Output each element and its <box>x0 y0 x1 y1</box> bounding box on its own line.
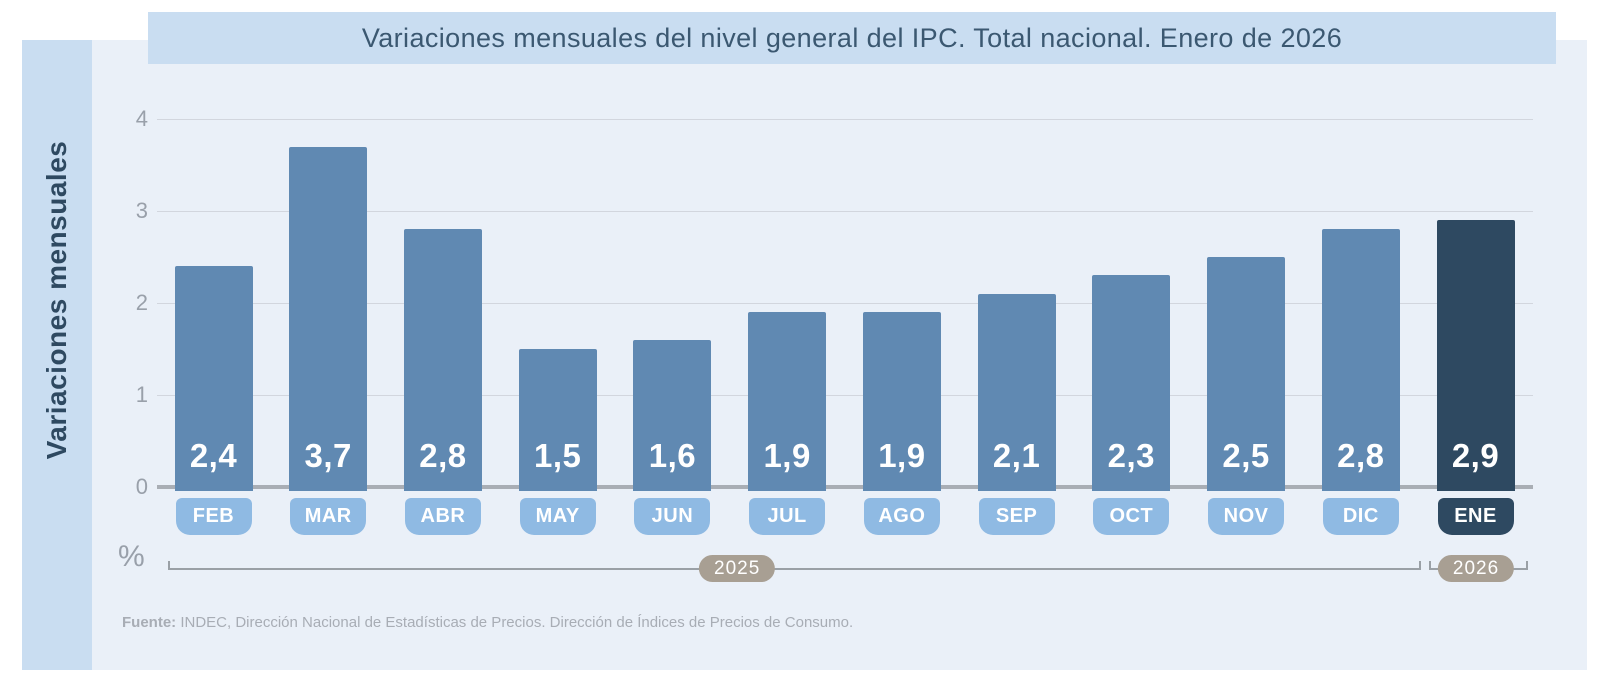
bar-sep <box>977 293 1056 491</box>
month-chip-ago: AGO <box>863 498 940 535</box>
bar-value-label-sep: 2,1 <box>992 437 1041 474</box>
source-note-text: INDEC, Dirección Nacional de Estadística… <box>180 614 854 631</box>
gridline-2 <box>157 302 1533 304</box>
y-tick-label-1: 1 <box>135 382 148 407</box>
month-chip-oct: OCT <box>1093 498 1170 535</box>
y-tick-label-4: 4 <box>135 106 148 131</box>
month-chip-sep: SEP <box>978 498 1055 535</box>
month-chip-may: MAY <box>519 498 596 535</box>
year-bracket-2025 <box>167 561 1421 570</box>
y-axis-title: Variaciones mensuales <box>41 140 72 460</box>
bar-value-label-nov: 2,5 <box>1222 437 1270 474</box>
bar-value-label-mar: 3,7 <box>304 437 352 474</box>
y-tick-label-0: 0 <box>135 474 148 499</box>
bar-value-label-jul: 1,9 <box>763 437 811 474</box>
month-chip-dic: DIC <box>1322 498 1399 535</box>
y-tick-label-3: 3 <box>135 198 148 223</box>
bar-value-label-jun: 1,6 <box>648 437 697 474</box>
bar-value-label-oct: 2,3 <box>1107 437 1156 474</box>
bar-value-label-dic: 2,8 <box>1337 437 1385 474</box>
bar-dic <box>1321 229 1400 491</box>
y-axis-title-band: Variaciones mensuales <box>22 40 92 670</box>
bar-oct <box>1092 275 1171 491</box>
month-chip-feb: FEB <box>175 498 252 535</box>
month-chip-ene: ENE <box>1437 498 1514 535</box>
y-axis-unit-label: % <box>118 540 145 573</box>
bar-abr <box>403 229 482 491</box>
month-chip-abr: ABR <box>404 498 481 535</box>
chart-title: Variaciones mensuales del nivel general … <box>361 22 1343 53</box>
gridline-1 <box>157 394 1533 396</box>
bar-value-label-may: 1,5 <box>534 437 582 474</box>
bar-value-label-ago: 1,9 <box>878 437 926 474</box>
gridline-3 <box>157 210 1533 212</box>
month-chip-nov: NOV <box>1208 498 1285 535</box>
zero-axis-line <box>157 485 1533 489</box>
bar-value-label-ene: 2,9 <box>1451 437 1500 474</box>
bar-may <box>518 349 597 491</box>
month-chip-mar: MAR <box>290 498 367 535</box>
bar-value-label-feb: 2,4 <box>189 437 238 474</box>
bar-ene <box>1436 220 1515 491</box>
year-pill-2026: 2026 <box>1437 555 1515 582</box>
bar-ago <box>862 312 941 491</box>
bar-feb <box>174 266 253 491</box>
source-note-prefix: Fuente: <box>122 614 177 631</box>
source-note: Fuente: INDEC, Dirección Nacional de Est… <box>122 614 853 631</box>
year-pill-2025: 2025 <box>699 555 776 582</box>
month-chip-jun: JUN <box>634 498 711 535</box>
bar-mar <box>289 146 368 491</box>
month-chip-jul: JUL <box>749 498 826 535</box>
y-tick-label-2: 2 <box>135 290 148 315</box>
bar-value-label-abr: 2,8 <box>419 437 467 474</box>
chart-title-banner: Variaciones mensuales del nivel general … <box>148 12 1556 64</box>
gridline-4 <box>157 118 1533 120</box>
plot-panel: % Fuente: INDEC, Dirección Nacional de E… <box>92 40 1587 670</box>
bar-nov <box>1207 257 1286 491</box>
bar-jul <box>748 312 827 491</box>
bar-jun <box>633 339 712 491</box>
